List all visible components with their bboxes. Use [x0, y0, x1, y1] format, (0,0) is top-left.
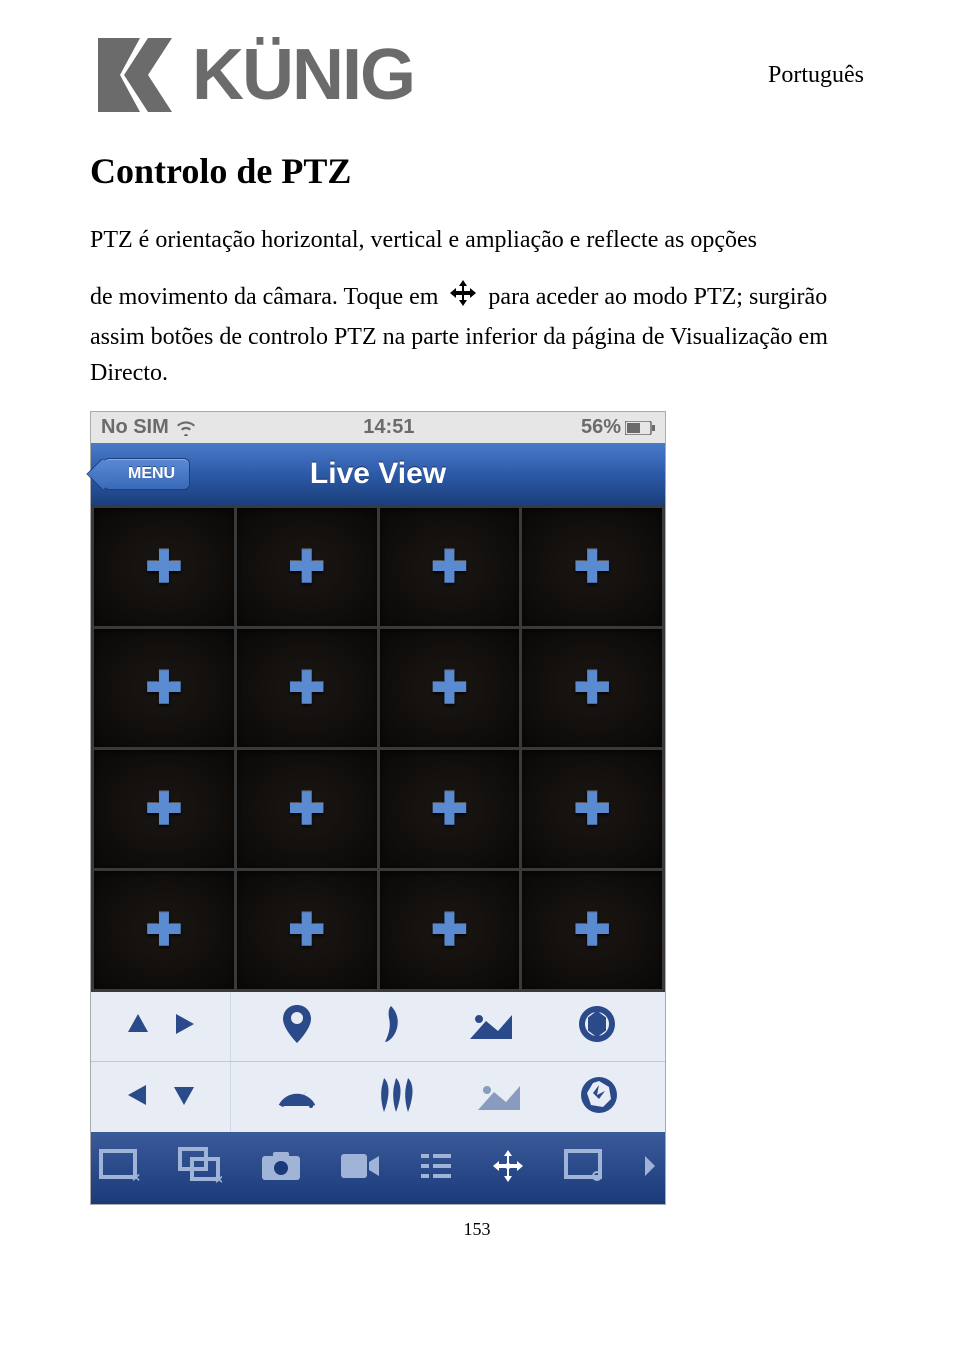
menu-button[interactable]: MENU [103, 458, 190, 490]
ptz-icons-row-1 [231, 1003, 665, 1050]
add-icon: ✚ [431, 663, 468, 714]
arrow-right-icon[interactable] [170, 1010, 198, 1043]
add-icon: ✚ [145, 905, 182, 956]
record-icon[interactable] [339, 1152, 381, 1185]
brand-text: KÜNIG [192, 34, 414, 116]
quality-icon[interactable] [419, 1152, 453, 1185]
iris-open-icon[interactable] [577, 1004, 617, 1049]
svg-text:×: × [132, 1169, 140, 1183]
add-icon: ✚ [288, 905, 325, 956]
camera-slot[interactable]: ✚ [237, 871, 377, 989]
multi-view-icon[interactable]: × [178, 1147, 222, 1190]
iris-close-icon[interactable] [579, 1075, 619, 1120]
screen-title: Live View [310, 457, 446, 491]
arrow-down-icon[interactable] [170, 1081, 198, 1114]
add-icon: ✚ [145, 663, 182, 714]
snapshot-icon[interactable] [260, 1150, 302, 1187]
arrow-up-icon[interactable] [124, 1010, 152, 1043]
camera-grid: ✚ ✚ ✚ ✚ ✚ ✚ ✚ ✚ ✚ ✚ ✚ ✚ ✚ ✚ ✚ ✚ [91, 505, 665, 992]
alarm-output-icon[interactable] [564, 1149, 606, 1188]
camera-slot[interactable]: ✚ [522, 508, 662, 626]
camera-slot[interactable]: ✚ [94, 871, 234, 989]
add-icon: ✚ [574, 905, 611, 956]
camera-slot[interactable]: ✚ [237, 629, 377, 747]
svg-text:×: × [215, 1171, 222, 1185]
brand-logo: KÜNIG [90, 30, 414, 120]
battery-icon [625, 421, 655, 435]
paragraph-1: PTZ é orientação horizontal, vertical e … [90, 222, 864, 258]
single-view-icon[interactable]: × [99, 1149, 141, 1188]
camera-slot[interactable]: ✚ [380, 629, 520, 747]
preset-pin-icon[interactable] [280, 1003, 314, 1050]
camera-slot[interactable]: ✚ [237, 508, 377, 626]
arrow-left-icon[interactable] [124, 1081, 152, 1114]
wifi-icon [175, 420, 197, 436]
add-icon: ✚ [431, 784, 468, 835]
add-icon: ✚ [145, 542, 182, 593]
carrier-label: No SIM [101, 416, 169, 439]
paragraph-2: de movimento da câmara. Toque em para ac… [90, 278, 864, 391]
camera-slot[interactable]: ✚ [94, 629, 234, 747]
add-icon: ✚ [288, 542, 325, 593]
ptz-row-2 [91, 1062, 665, 1132]
focus-far-icon[interactable] [376, 1076, 416, 1119]
camera-slot[interactable]: ✚ [522, 629, 662, 747]
ptz-row-1 [91, 992, 665, 1062]
language-label: Português [768, 62, 864, 89]
page-number: 153 [90, 1219, 864, 1240]
brand-mark-icon [90, 30, 180, 120]
ptz-control-panel [91, 992, 665, 1132]
camera-slot[interactable]: ✚ [380, 871, 520, 989]
add-icon: ✚ [431, 542, 468, 593]
arrow-pair-up-right [91, 992, 231, 1061]
camera-slot[interactable]: ✚ [94, 508, 234, 626]
add-icon: ✚ [288, 663, 325, 714]
add-icon: ✚ [288, 784, 325, 835]
page-header: KÜNIG Português [90, 30, 864, 120]
speed-icon[interactable] [277, 1080, 317, 1115]
focus-near-icon[interactable] [379, 1004, 403, 1049]
add-icon: ✚ [574, 784, 611, 835]
zoom-out-icon[interactable] [476, 1078, 520, 1117]
menu-button-label: MENU [128, 465, 175, 482]
app-screenshot: No SIM 14:51 56% MENU Live View [90, 411, 666, 1205]
more-icon[interactable] [643, 1152, 657, 1185]
arrow-pair-left-down [91, 1062, 231, 1132]
status-bar: No SIM 14:51 56% [91, 412, 665, 443]
ptz-toggle-icon[interactable] [490, 1148, 526, 1189]
paragraph-2-a: de movimento da câmara. Toque em [90, 284, 444, 310]
page-title: Controlo de PTZ [90, 150, 864, 192]
title-bar: MENU Live View [91, 443, 665, 505]
camera-slot[interactable]: ✚ [237, 750, 377, 868]
battery-label: 56% [581, 416, 621, 439]
add-icon: ✚ [431, 905, 468, 956]
camera-slot[interactable]: ✚ [522, 871, 662, 989]
add-icon: ✚ [574, 542, 611, 593]
ptz-icons-row-2 [231, 1075, 665, 1120]
time-label: 14:51 [363, 416, 414, 439]
camera-slot[interactable]: ✚ [380, 508, 520, 626]
status-right: 56% [581, 416, 655, 439]
camera-slot[interactable]: ✚ [522, 750, 662, 868]
bottom-toolbar: × × [91, 1132, 665, 1204]
add-icon: ✚ [574, 663, 611, 714]
add-icon: ✚ [145, 784, 182, 835]
camera-slot[interactable]: ✚ [380, 750, 520, 868]
status-left: No SIM [101, 416, 197, 439]
ptz-mode-icon [448, 278, 478, 319]
camera-slot[interactable]: ✚ [94, 750, 234, 868]
zoom-in-icon[interactable] [468, 1007, 512, 1046]
